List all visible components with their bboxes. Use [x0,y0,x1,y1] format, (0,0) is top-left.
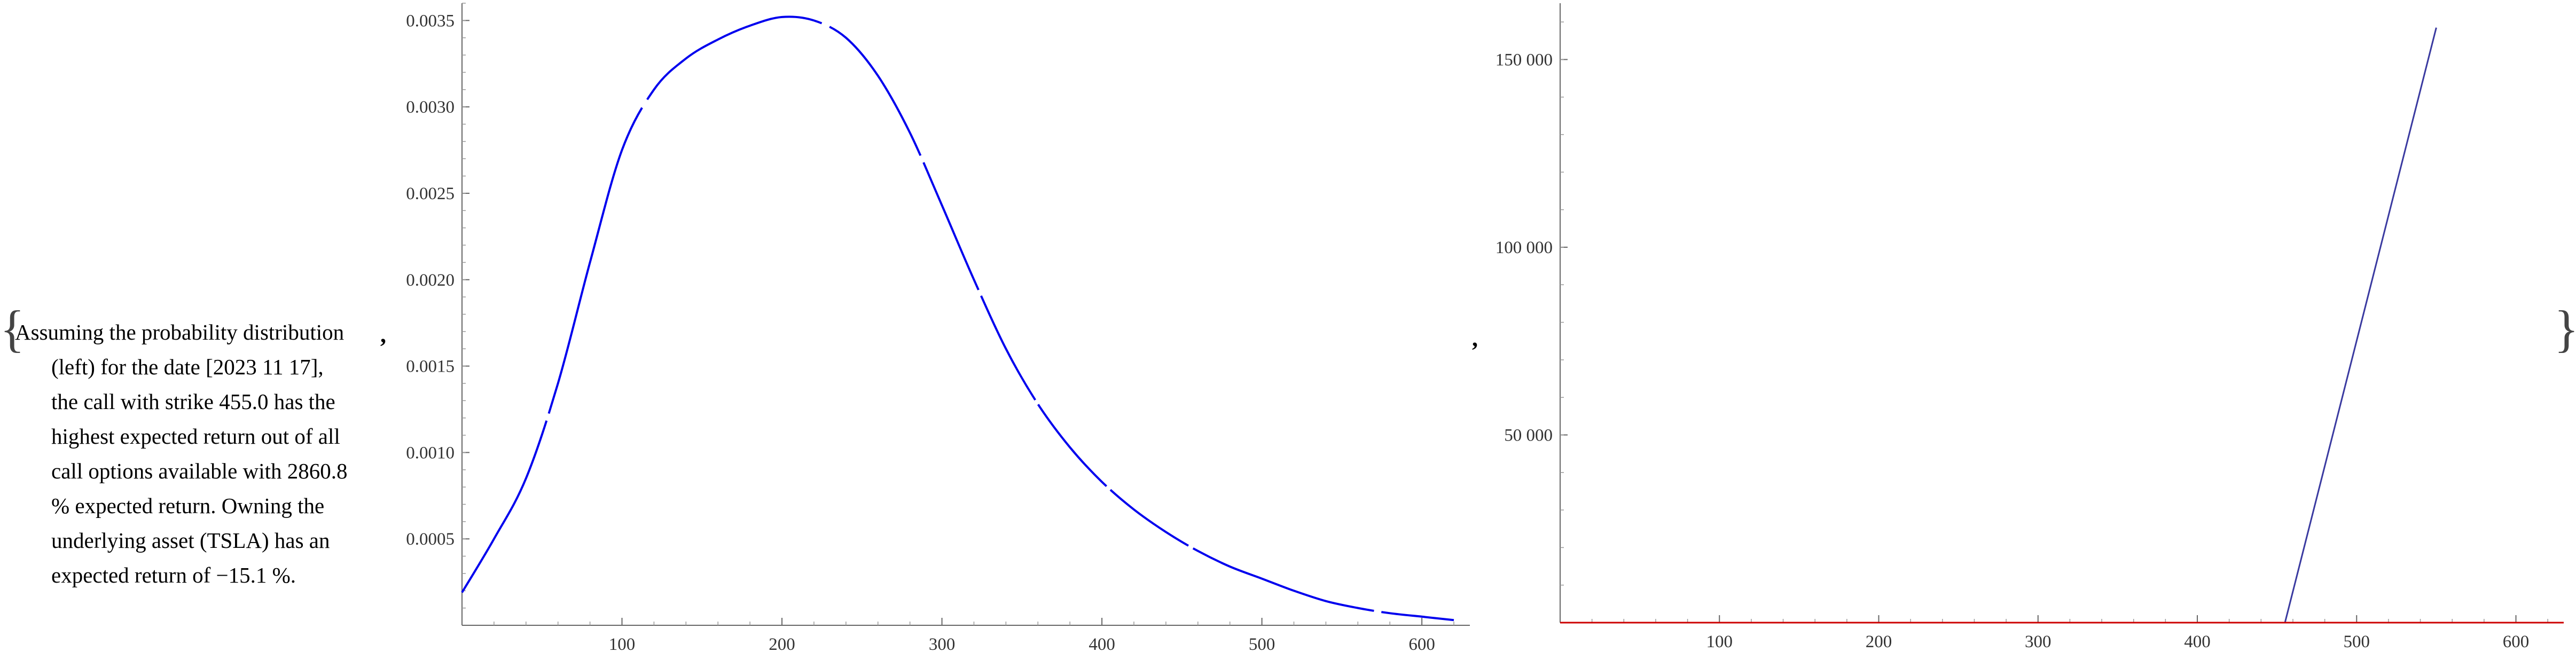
x-tick-label: 500 [1249,635,1275,652]
x-tick-label: 600 [2503,632,2530,651]
y-tick-label: 50 000 [1504,426,1553,445]
caption-text: Assuming the probability distribution (l… [15,315,383,593]
caption-line: call options available with 2860.8 [51,459,348,483]
x-tick-label: 300 [2025,632,2052,651]
density-curve [461,15,1454,622]
caption-line: highest expected return out of all [51,424,340,449]
open-brace: { [0,300,25,357]
y-tick-label: 0.0035 [406,11,455,30]
x-tick-label: 400 [2184,632,2211,651]
x-tick-label: 300 [929,635,956,652]
separator-comma: , [1472,325,1478,351]
density-chart: 100 200 300 400 500 600 0.0005 0.0010 0.0015 0.00… [406,3,1470,652]
x-tick-label: 400 [1089,635,1115,652]
caption-line: (left) for the date [2023 11 17], [51,355,324,379]
x-tick-label: 100 [1706,632,1733,651]
close-brace: } [2554,303,2576,355]
y-tick-label: 150 000 [1496,50,1553,69]
y-tick-label: 0.0020 [406,271,455,290]
x-tick-label: 200 [769,635,795,652]
x-tick-label: 600 [1408,635,1435,652]
caption-line: % expected return. Owning the [51,493,325,518]
y-tick-label: 0.0015 [406,357,455,376]
y-tick-label: 100 000 [1496,238,1553,257]
caption-line: underlying asset (TSLA) has an [51,528,330,553]
y-tick-label: 0.0030 [406,98,455,117]
caption-line: expected return of −15.1 %. [51,563,296,587]
y-tick-label: 0.0010 [406,443,455,462]
call-payoff-line [1560,27,2437,624]
y-tick-label: 0.0025 [406,184,455,203]
x-tick-label: 500 [2344,632,2370,651]
x-tick-label: 100 [609,635,636,652]
y-tick-label: 0.0005 [406,530,455,549]
caption-line: the call with strike 455.0 has the [51,389,335,414]
caption-line: Assuming the probability distribution [15,320,344,344]
x-tick-label: 200 [1866,632,1892,651]
separator-comma: , [380,321,386,348]
